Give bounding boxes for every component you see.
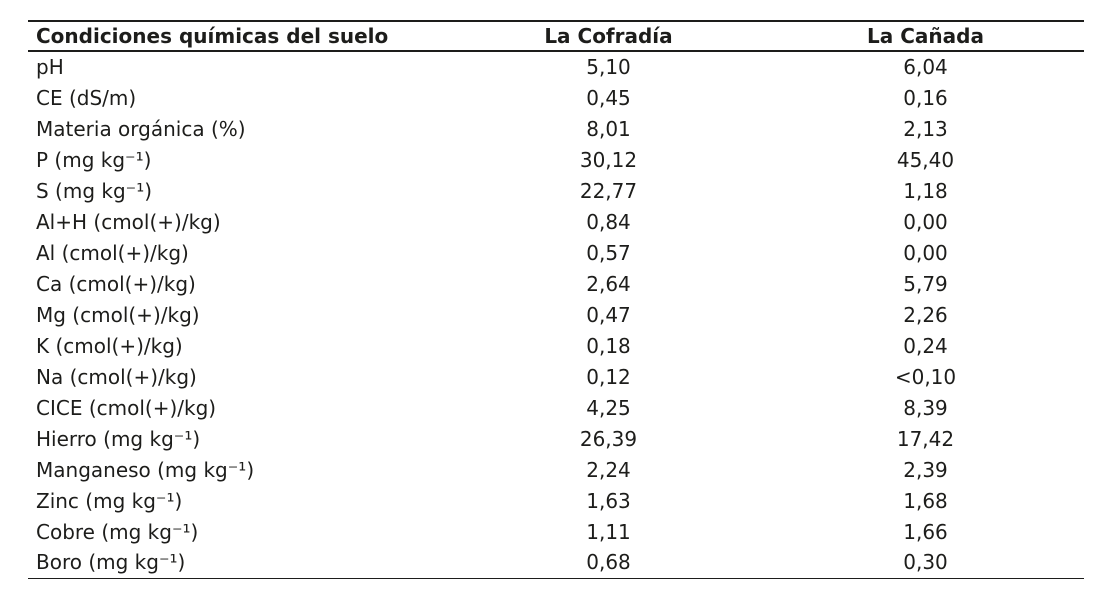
value-cofradia: 0,45: [586, 85, 631, 110]
row-label: Zinc (mg kg⁻¹): [36, 488, 183, 513]
value-canada: 0,00: [903, 209, 948, 234]
table-row-zinc: Zinc (mg kg⁻¹) 1,63 1,68: [28, 485, 1084, 516]
table-row-p: P (mg kg⁻¹) 30,12 45,40: [28, 144, 1084, 175]
value-canada: 45,40: [896, 147, 955, 172]
value-cofradia: 2,64: [586, 271, 631, 296]
column-header-la-cofradia: La Cofradía: [450, 20, 767, 52]
value-cofradia: 4,25: [586, 395, 631, 420]
row-label: pH: [36, 55, 64, 79]
value-cofradia: 0,68: [450, 547, 767, 579]
row-label: K (cmol(+)/kg): [36, 333, 183, 358]
table-header: Condiciones químicas del suelo La Cofrad…: [28, 20, 1084, 52]
value-cofradia: 0,12: [586, 364, 631, 389]
table-row-boro: Boro (mg kg⁻¹) 0,68 0,30: [28, 547, 1084, 579]
row-label: P (mg kg⁻¹): [36, 147, 152, 172]
value-canada: 1,66: [903, 519, 948, 544]
soil-conditions-table-container: Condiciones químicas del suelo La Cofrad…: [28, 20, 1084, 579]
value-canada: 2,13: [903, 116, 948, 141]
row-label: Cobre (mg kg⁻¹): [36, 519, 199, 544]
row-label: Al+H (cmol(+)/kg): [36, 209, 221, 234]
value-cofradia: 2,24: [586, 457, 631, 482]
value-canada: 1,68: [903, 488, 948, 513]
value-canada: 2,39: [903, 457, 948, 482]
table-row-na: Na (cmol(+)/kg) 0,12 <0,10: [28, 361, 1084, 392]
value-cofradia: 0,84: [586, 209, 631, 234]
table-row-cice: CICE (cmol(+)/kg) 4,25 8,39: [28, 392, 1084, 423]
row-label: Mg (cmol(+)/kg): [36, 302, 200, 327]
value-canada: <0,10: [894, 364, 957, 389]
value-canada: 0,00: [903, 240, 948, 265]
row-label: Ca (cmol(+)/kg): [36, 271, 196, 296]
table-row-cobre: Cobre (mg kg⁻¹) 1,11 1,66: [28, 516, 1084, 547]
table-row-k: K (cmol(+)/kg) 0,18 0,24: [28, 330, 1084, 361]
table-row-manganeso: Manganeso (mg kg⁻¹) 2,24 2,39: [28, 454, 1084, 485]
value-canada: 0,16: [903, 85, 948, 110]
table-row-ph: pH 5,10 6,04: [28, 51, 1084, 82]
value-cofradia: 0,57: [586, 240, 631, 265]
row-label: CE (dS/m): [36, 85, 137, 110]
row-label: Materia orgánica (%): [36, 116, 246, 141]
value-cofradia: 0,47: [586, 302, 631, 327]
header-row: Condiciones químicas del suelo La Cofrad…: [28, 20, 1084, 52]
value-cofradia: 22,77: [579, 178, 638, 203]
row-label: S (mg kg⁻¹): [36, 178, 153, 203]
value-canada: 0,30: [767, 547, 1084, 579]
soil-conditions-table: Condiciones químicas del suelo La Cofrad…: [28, 20, 1084, 579]
value-canada: 8,39: [903, 395, 948, 420]
table-row-ca: Ca (cmol(+)/kg) 2,64 5,79: [28, 268, 1084, 299]
column-header-parameter: Condiciones químicas del suelo: [28, 20, 450, 52]
value-canada: 0,24: [903, 333, 948, 358]
row-label: Manganeso (mg kg⁻¹): [36, 457, 255, 482]
table-row-hierro: Hierro (mg kg⁻¹) 26,39 17,42: [28, 423, 1084, 454]
table-body: pH 5,10 6,04 CE (dS/m) 0,45 0,16 Materia…: [28, 51, 1084, 579]
value-cofradia: 1,63: [586, 488, 631, 513]
value-cofradia: 5,10: [586, 55, 631, 79]
row-label: CICE (cmol(+)/kg): [36, 395, 217, 420]
table-row-materia-organica: Materia orgánica (%) 8,01 2,13: [28, 113, 1084, 144]
table-row-al: Al (cmol(+)/kg) 0,57 0,00: [28, 237, 1084, 268]
value-cofradia: 30,12: [579, 147, 638, 172]
table-row-s: S (mg kg⁻¹) 22,77 1,18: [28, 175, 1084, 206]
value-canada: 5,79: [903, 271, 948, 296]
value-canada: 17,42: [896, 426, 955, 451]
row-label: Al (cmol(+)/kg): [36, 240, 189, 265]
value-cofradia: 8,01: [586, 116, 631, 141]
value-cofradia: 1,11: [586, 519, 631, 544]
value-cofradia: 26,39: [579, 426, 638, 451]
table-row-ce: CE (dS/m) 0,45 0,16: [28, 82, 1084, 113]
row-label: Hierro (mg kg⁻¹): [36, 426, 201, 451]
value-cofradia: 0,18: [586, 333, 631, 358]
value-canada: 2,26: [903, 302, 948, 327]
value-canada: 6,04: [903, 55, 948, 79]
row-label: Na (cmol(+)/kg): [36, 364, 197, 389]
table-row-mg: Mg (cmol(+)/kg) 0,47 2,26: [28, 299, 1084, 330]
row-label: Boro (mg kg⁻¹): [28, 547, 450, 579]
value-canada: 1,18: [903, 178, 948, 203]
table-row-al-h: Al+H (cmol(+)/kg) 0,84 0,00: [28, 206, 1084, 237]
column-header-la-canada: La Cañada: [767, 20, 1084, 52]
